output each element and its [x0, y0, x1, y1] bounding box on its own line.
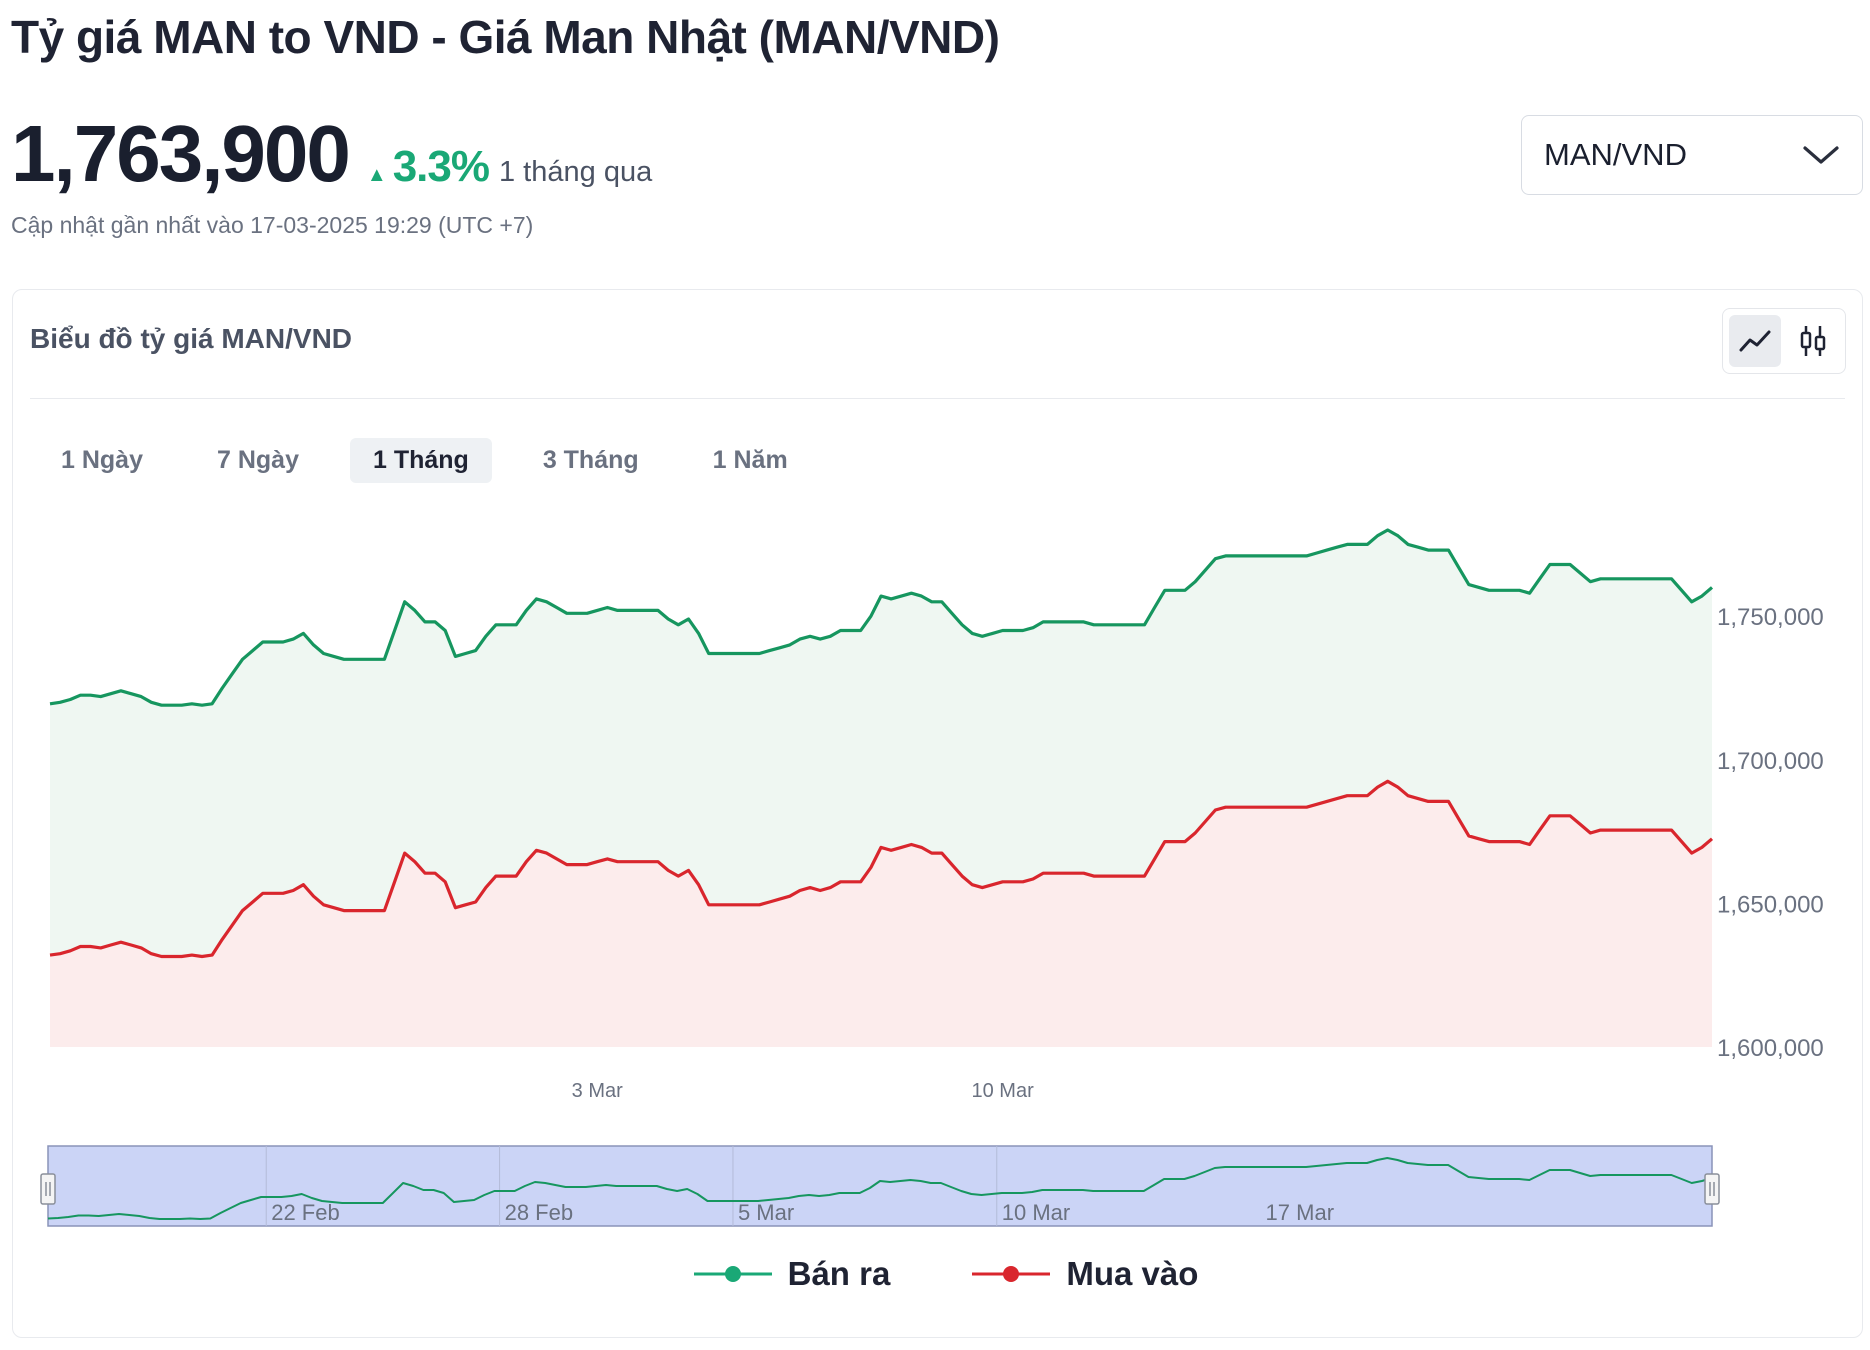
navigator-handle-right[interactable]	[1704, 1173, 1720, 1205]
chevron-down-icon	[1803, 146, 1839, 164]
navigator-handle-left[interactable]	[40, 1173, 56, 1205]
legend-marker-sell	[693, 1266, 772, 1282]
tab-1-month[interactable]: 1 Tháng	[349, 438, 492, 483]
legend-label-sell: Bán ra	[787, 1255, 891, 1292]
chart-type-toggle	[1722, 308, 1846, 374]
legend-item-sell[interactable]: Bán ra	[692, 1255, 891, 1293]
tab-1-year[interactable]: 1 Năm	[712, 446, 788, 474]
tab-1-day[interactable]: 1 Ngày	[61, 446, 143, 474]
navigator-tick-label: 17 Mar	[1266, 1200, 1334, 1225]
change-percent: 3.3%	[392, 142, 490, 191]
x-tick-label: 3 Mar	[572, 1080, 623, 1102]
change-period: 1 tháng qua	[499, 156, 653, 188]
candlestick-chart-button[interactable]	[1787, 315, 1839, 367]
sell-line	[49, 528, 1714, 707]
range-tabs: 1 Ngày 7 Ngày 1 Tháng 3 Tháng 1 Năm	[38, 438, 839, 483]
y-tick-label: 1,600,000	[1717, 1035, 1824, 1062]
legend-label-buy: Mua vào	[1066, 1255, 1199, 1292]
line-chart-icon	[1739, 330, 1771, 352]
navigator-tick-label: 5 Mar	[738, 1200, 794, 1225]
triangle-up-icon: ▲	[366, 164, 387, 186]
navigator-tick-label: 10 Mar	[1002, 1200, 1070, 1225]
legend-marker-buy	[972, 1266, 1051, 1282]
candlestick-icon	[1800, 326, 1826, 356]
legend-item-buy[interactable]: Mua vào	[970, 1255, 1198, 1293]
tab-7-days[interactable]: 7 Ngày	[216, 446, 299, 474]
current-price: 1,763,900	[11, 109, 351, 198]
x-tick-label: 10 Mar	[971, 1080, 1034, 1102]
chart-legend: Bán ra Mua vào	[0, 1255, 1870, 1293]
navigator-range	[47, 1145, 1713, 1227]
pair-select[interactable]: MAN/VND	[1521, 115, 1863, 195]
y-tick-label: 1,750,000	[1717, 604, 1824, 631]
last-updated: Cập nhật gần nhất vào 17-03-2025 19:29 (…	[11, 212, 534, 238]
buy-area	[50, 781, 1712, 1047]
chart-card-title: Biểu đồ tỷ giá MAN/VND	[30, 323, 353, 354]
price-summary: 1,763,900 ▲ 3.3% 1 tháng qua	[11, 108, 652, 200]
y-tick-label: 1,650,000	[1717, 891, 1824, 918]
navigator-tick-label: 22 Feb	[271, 1200, 340, 1225]
navigator-sell-line	[47, 1157, 1713, 1220]
pair-select-value: MAN/VND	[1544, 137, 1687, 172]
card-divider	[30, 398, 1845, 399]
page-title: Tỷ giá MAN to VND - Giá Man Nhật (MAN/VN…	[11, 11, 1000, 63]
navigator-tick-label: 28 Feb	[505, 1200, 573, 1225]
line-chart-button[interactable]	[1729, 315, 1781, 367]
y-tick-label: 1,700,000	[1717, 748, 1824, 775]
buy-line	[49, 779, 1714, 959]
tab-3-months[interactable]: 3 Tháng	[542, 446, 639, 474]
